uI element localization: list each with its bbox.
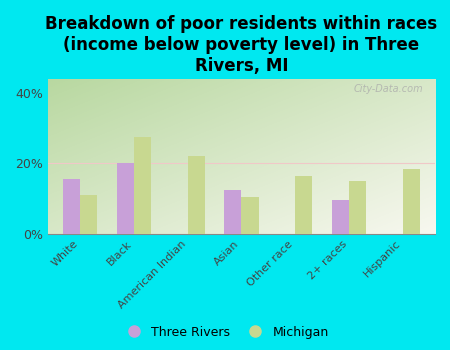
Bar xyxy=(134,137,151,234)
Bar xyxy=(224,190,241,234)
Bar xyxy=(332,201,349,234)
Bar xyxy=(80,195,97,234)
Legend: Three Rivers, Michigan: Three Rivers, Michigan xyxy=(116,321,334,344)
Bar xyxy=(63,179,80,234)
Bar xyxy=(295,176,312,234)
Title: Breakdown of poor residents within races
(income below poverty level) in Three
R: Breakdown of poor residents within races… xyxy=(45,15,437,75)
Bar xyxy=(188,156,205,234)
Bar xyxy=(241,197,259,234)
Bar xyxy=(403,169,420,234)
Text: City-Data.com: City-Data.com xyxy=(354,84,423,93)
Bar xyxy=(349,181,366,234)
Bar xyxy=(117,163,134,234)
